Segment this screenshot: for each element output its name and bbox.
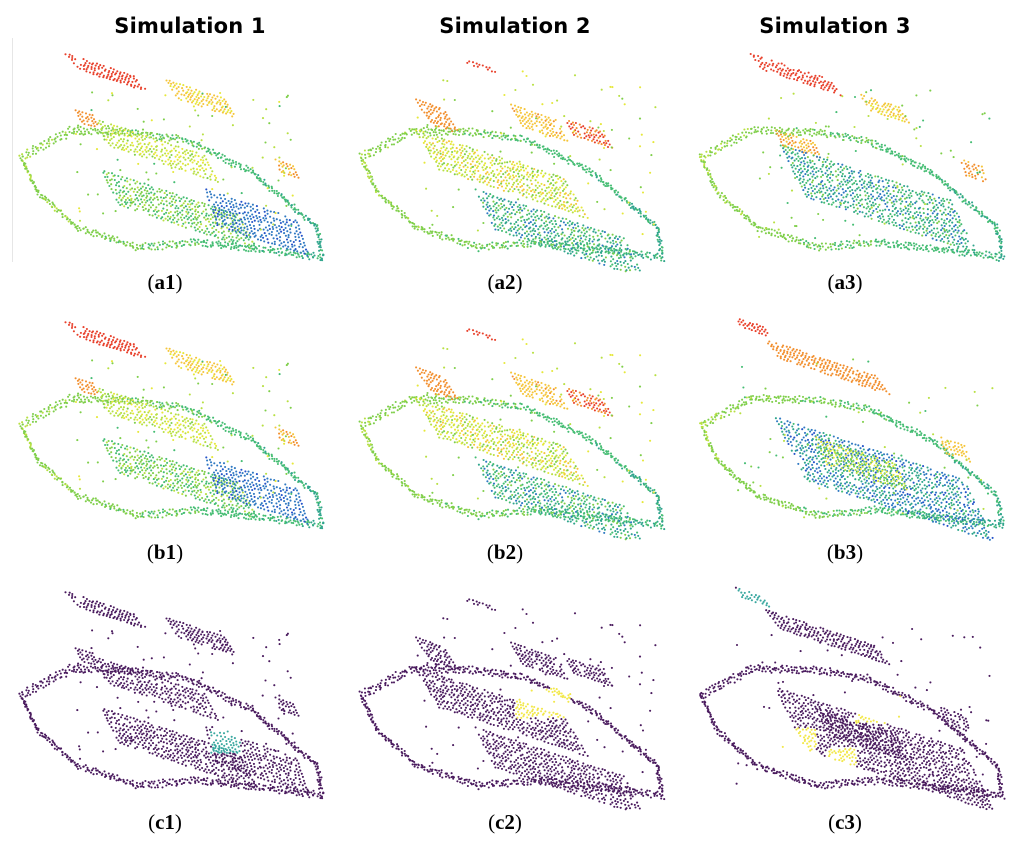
point-cloud-dots [358, 328, 666, 541]
panel-caption-label: c2 [495, 810, 515, 834]
panel-caption-c3: (c3) [828, 810, 862, 834]
panel-caption-b2: (b2) [486, 540, 524, 564]
panel-caption-label: c3 [835, 810, 855, 834]
point-cloud-panel-b3 [690, 308, 1017, 548]
panel-caption-label: c1 [155, 810, 175, 834]
point-cloud-dots [699, 586, 1006, 811]
point-cloud-c1 [18, 591, 325, 800]
panel-caption-a3: (a3) [827, 270, 863, 294]
point-cloud-dots [358, 598, 666, 811]
point-cloud-dots [358, 60, 666, 273]
point-cloud-dots [698, 52, 1006, 262]
point-cloud-panel-b2 [350, 308, 680, 548]
panel-caption-b3: (b3) [826, 540, 864, 564]
point-cloud-b1 [18, 321, 325, 530]
point-cloud-panel-b1 [10, 308, 340, 548]
point-cloud-panel-c1 [10, 578, 340, 818]
panel-caption-c1: (c1) [148, 810, 182, 834]
point-cloud-panel-a1 [10, 40, 340, 280]
panel-caption-c2: (c2) [488, 810, 522, 834]
point-cloud-panel-a3 [690, 40, 1017, 280]
point-cloud-panel-a2 [350, 40, 680, 280]
point-cloud-a3 [698, 52, 1006, 262]
panel-caption-label: b1 [153, 540, 177, 564]
point-cloud-a2 [358, 60, 666, 273]
column-title-simulation-2: Simulation 2 [439, 14, 591, 38]
panel-caption-label: b2 [493, 540, 517, 564]
point-cloud-a1 [18, 53, 325, 262]
column-title-simulation-3: Simulation 3 [759, 14, 911, 38]
panel-caption-label: a3 [834, 270, 856, 294]
panel-caption-b1: (b1) [146, 540, 184, 564]
point-cloud-c2 [358, 598, 666, 811]
left-border-line [12, 38, 13, 262]
point-cloud-dots [18, 321, 325, 530]
panel-caption-a2: (a2) [487, 270, 523, 294]
panel-caption-label: a1 [154, 270, 176, 294]
point-cloud-panel-c3 [690, 578, 1017, 818]
point-cloud-c3 [699, 586, 1006, 811]
panel-caption-label: a2 [494, 270, 516, 294]
point-cloud-b2 [358, 328, 666, 541]
column-title-simulation-1: Simulation 1 [114, 14, 266, 38]
point-cloud-b3 [699, 318, 1005, 541]
point-cloud-dots [18, 53, 325, 262]
point-cloud-panel-c2 [350, 578, 680, 818]
panel-caption-label: b3 [833, 540, 857, 564]
point-cloud-dots [699, 318, 1005, 541]
panel-caption-a1: (a1) [147, 270, 183, 294]
point-cloud-dots [18, 591, 325, 800]
